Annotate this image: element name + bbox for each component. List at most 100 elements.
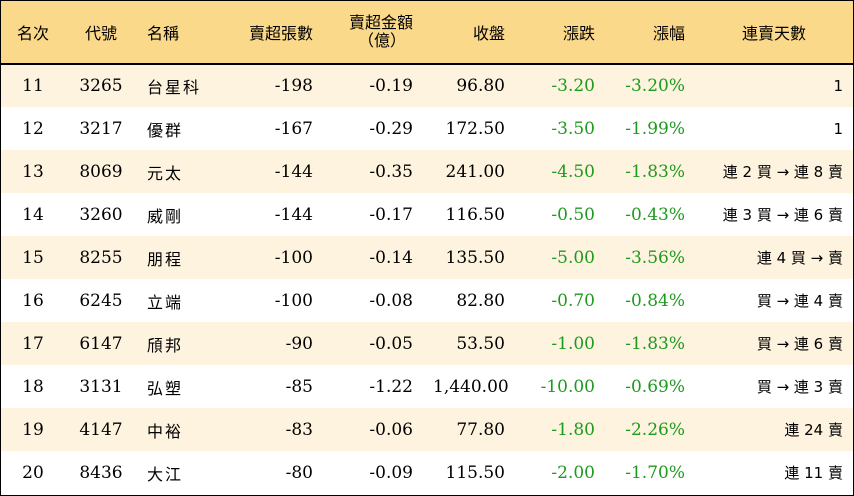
table-row: 15 8255 朋程 -100 -0.14 135.50 -5.00 -3.56… <box>1 236 853 279</box>
lots-cell: -83 <box>285 419 313 440</box>
table-row: 12 3217 優群 -167 -0.29 172.50 -3.50 -1.99… <box>1 107 853 150</box>
close-cell: 1,440.00 <box>433 376 509 397</box>
code-cell: 3217 <box>79 118 123 139</box>
lots-cell: -85 <box>285 376 313 397</box>
close-cell: 53.50 <box>456 333 505 354</box>
name-cell: 朋程 <box>147 249 184 269</box>
header-net-sell-lots: 賣超張數 <box>248 24 313 43</box>
close-cell: 115.50 <box>445 462 505 483</box>
header-name: 名稱 <box>147 24 180 43</box>
header-rank: 名次 <box>16 24 49 43</box>
amount-cell: -0.29 <box>369 118 413 139</box>
lots-cell: -100 <box>274 290 313 311</box>
change-cell: -0.70 <box>551 290 595 311</box>
change-cell: -1.80 <box>551 419 595 440</box>
change-cell: -4.50 <box>551 161 595 182</box>
pct-cell: -2.26% <box>625 419 685 440</box>
name-cell: 台星科 <box>147 78 202 97</box>
table-row: 11 3265 台星科 -198 -0.19 96.80 -3.20 -3.20… <box>1 64 853 107</box>
header-net-sell-amount-label: 賣超金額 <box>348 13 413 32</box>
lots-cell: -144 <box>274 161 313 182</box>
close-cell: 172.50 <box>445 118 505 139</box>
code-cell: 6147 <box>79 333 123 354</box>
amount-cell: -0.05 <box>369 333 413 354</box>
name-cell: 大江 <box>147 464 184 484</box>
amount-cell: -1.22 <box>369 376 413 397</box>
code-cell: 4147 <box>79 419 123 440</box>
header-code: 代號 <box>84 24 117 43</box>
table-row: 20 8436 大江 -80 -0.09 115.50 -2.00 -1.70%… <box>1 451 853 494</box>
streak-cell: 連 2 買 → 連 8 賣 <box>722 163 843 181</box>
change-cell: -10.00 <box>540 376 595 397</box>
streak-cell: 1 <box>833 119 843 138</box>
table-row: 16 6245 立端 -100 -0.08 82.80 -0.70 -0.84%… <box>1 279 853 322</box>
pct-cell: -0.84% <box>625 290 685 311</box>
streak-cell: 連 3 買 → 連 6 賣 <box>722 206 843 224</box>
change-cell: -5.00 <box>551 247 595 268</box>
header-streak: 連賣天數 <box>741 24 806 43</box>
pct-cell: -1.99% <box>625 118 685 139</box>
pct-cell: -3.20% <box>625 76 685 96</box>
name-cell: 立端 <box>147 292 184 312</box>
table-row: 18 3131 弘塑 -85 -1.22 1,440.00 -10.00 -0.… <box>1 365 853 408</box>
lots-cell: -144 <box>274 204 313 225</box>
amount-cell: -0.06 <box>369 419 413 440</box>
amount-cell: -0.17 <box>369 204 413 225</box>
name-cell: 優群 <box>147 120 184 140</box>
code-cell: 6245 <box>79 290 123 311</box>
close-cell: 135.50 <box>445 247 505 268</box>
rank-cell: 18 <box>22 376 44 397</box>
header-change: 漲跌 <box>562 24 595 43</box>
code-cell: 3260 <box>79 204 123 225</box>
lots-cell: -80 <box>285 462 313 483</box>
close-cell: 241.00 <box>445 161 505 182</box>
streak-cell: 1 <box>833 77 843 95</box>
rank-cell: 15 <box>22 247 44 268</box>
pct-cell: -3.56% <box>625 247 685 268</box>
header-pct: 漲幅 <box>652 24 685 43</box>
name-cell: 威剛 <box>147 206 184 226</box>
header-close: 收盤 <box>472 24 505 43</box>
code-cell: 8436 <box>79 462 123 483</box>
rank-cell: 20 <box>22 462 44 483</box>
header-net-sell-amount: 賣超金額 （億） <box>323 1 423 64</box>
change-cell: -0.50 <box>551 204 595 225</box>
lots-cell: -198 <box>274 76 313 96</box>
close-cell: 77.80 <box>456 419 505 440</box>
table-row: 14 3260 威剛 -144 -0.17 116.50 -0.50 -0.43… <box>1 193 853 236</box>
streak-cell: 連 4 買 → 賣 <box>756 249 843 267</box>
pct-cell: -1.83% <box>625 161 685 182</box>
code-cell: 8069 <box>79 161 123 182</box>
name-cell: 元太 <box>147 163 184 183</box>
code-cell: 8255 <box>79 247 123 268</box>
streak-cell: 買 → 連 6 賣 <box>756 335 843 353</box>
pct-cell: -0.43% <box>625 204 685 225</box>
close-cell: 82.80 <box>456 290 505 311</box>
table-row: 13 8069 元太 -144 -0.35 241.00 -4.50 -1.83… <box>1 150 853 193</box>
rank-cell: 16 <box>22 290 44 311</box>
streak-cell: 連 11 賣 <box>784 464 843 482</box>
lots-cell: -167 <box>274 118 313 139</box>
table-row: 19 4147 中裕 -83 -0.06 77.80 -1.80 -2.26% … <box>1 408 853 451</box>
pct-cell: -1.83% <box>625 333 685 354</box>
amount-cell: -0.19 <box>369 76 413 96</box>
change-cell: -1.00 <box>551 333 595 354</box>
table-row: 17 6147 頎邦 -90 -0.05 53.50 -1.00 -1.83% … <box>1 322 853 365</box>
name-cell: 頎邦 <box>147 335 184 355</box>
header-net-sell-amount-unit: （億） <box>357 31 406 50</box>
change-cell: -2.00 <box>551 462 595 483</box>
rank-cell: 19 <box>22 419 44 440</box>
code-cell: 3265 <box>79 76 123 96</box>
amount-cell: -0.08 <box>369 290 413 311</box>
name-cell: 弘塑 <box>147 378 184 398</box>
pct-cell: -0.69% <box>625 376 685 397</box>
streak-cell: 連 24 賣 <box>784 421 843 439</box>
rank-cell: 11 <box>22 76 44 96</box>
change-cell: -3.20 <box>551 76 595 96</box>
rank-cell: 13 <box>22 161 44 182</box>
rank-cell: 17 <box>22 333 44 354</box>
pct-cell: -1.70% <box>625 462 685 483</box>
streak-cell: 買 → 連 4 賣 <box>756 292 843 310</box>
